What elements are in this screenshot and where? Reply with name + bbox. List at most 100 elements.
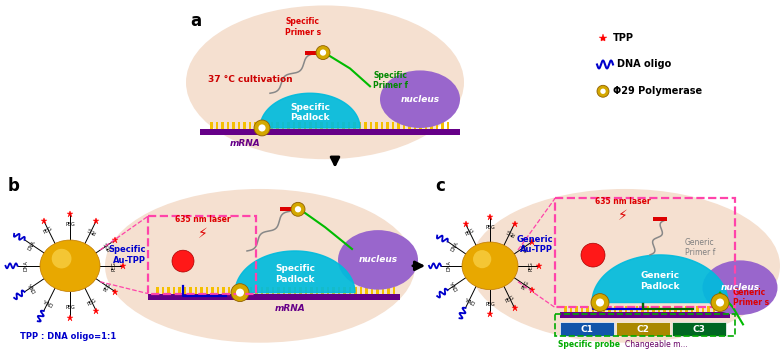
Ellipse shape bbox=[470, 189, 780, 343]
Bar bbox=[354, 287, 357, 293]
Bar bbox=[729, 305, 732, 312]
Text: TPP : DNA oligo=1:1: TPP : DNA oligo=1:1 bbox=[20, 332, 116, 341]
Bar bbox=[315, 122, 317, 129]
Text: PEG: PEG bbox=[103, 240, 112, 251]
Text: ⚡: ⚡ bbox=[618, 209, 628, 223]
Circle shape bbox=[52, 249, 72, 269]
Bar bbox=[283, 287, 285, 293]
Bar bbox=[270, 122, 273, 129]
Bar bbox=[616, 322, 670, 336]
Bar bbox=[266, 287, 269, 293]
Text: PEG: PEG bbox=[464, 228, 475, 237]
Circle shape bbox=[172, 250, 194, 272]
Circle shape bbox=[601, 88, 606, 94]
Bar bbox=[397, 122, 400, 129]
Bar bbox=[233, 287, 236, 293]
Bar bbox=[580, 305, 583, 312]
Bar bbox=[430, 122, 433, 129]
Bar bbox=[381, 287, 384, 293]
Polygon shape bbox=[260, 93, 360, 128]
Ellipse shape bbox=[186, 6, 464, 159]
Bar bbox=[326, 122, 328, 129]
Circle shape bbox=[597, 85, 609, 97]
Bar bbox=[299, 287, 301, 293]
Text: PEG: PEG bbox=[521, 241, 530, 252]
Bar bbox=[391, 122, 394, 129]
Bar bbox=[380, 122, 383, 129]
Text: PEG: PEG bbox=[485, 225, 495, 230]
Bar bbox=[205, 287, 209, 293]
Bar bbox=[243, 122, 246, 129]
Bar bbox=[184, 287, 187, 293]
Bar bbox=[238, 287, 241, 293]
Bar bbox=[591, 305, 594, 312]
Bar bbox=[402, 122, 405, 129]
Bar bbox=[178, 287, 180, 293]
Bar bbox=[293, 122, 295, 129]
Bar bbox=[425, 122, 427, 129]
Text: nucleus: nucleus bbox=[720, 283, 760, 292]
Bar bbox=[148, 293, 400, 299]
Text: DNA: DNA bbox=[450, 279, 460, 291]
Text: PEG: PEG bbox=[505, 295, 515, 304]
Bar bbox=[358, 122, 362, 129]
Polygon shape bbox=[235, 251, 355, 293]
Bar bbox=[232, 122, 235, 129]
Bar bbox=[173, 287, 175, 293]
Bar bbox=[712, 305, 715, 312]
Bar bbox=[353, 122, 356, 129]
Bar bbox=[226, 122, 230, 129]
Bar bbox=[718, 305, 721, 312]
Text: b: b bbox=[8, 177, 20, 194]
Bar bbox=[287, 122, 290, 129]
Bar bbox=[248, 122, 251, 129]
Text: DNA: DNA bbox=[464, 294, 476, 304]
Bar bbox=[569, 305, 572, 312]
Bar bbox=[222, 287, 225, 293]
Bar bbox=[636, 305, 638, 312]
Bar bbox=[156, 287, 159, 293]
Bar bbox=[162, 287, 164, 293]
Bar bbox=[294, 287, 296, 293]
Circle shape bbox=[591, 293, 609, 311]
Text: mRNA: mRNA bbox=[230, 139, 260, 148]
Bar bbox=[167, 287, 169, 293]
Text: a: a bbox=[190, 12, 201, 30]
Bar bbox=[447, 122, 449, 129]
Text: Φ29 Polymerase: Φ29 Polymerase bbox=[613, 86, 702, 96]
Bar bbox=[674, 305, 677, 312]
Bar bbox=[288, 287, 291, 293]
Bar bbox=[276, 122, 279, 129]
Circle shape bbox=[473, 250, 491, 268]
Text: Specific
Primer f: Specific Primer f bbox=[373, 71, 408, 90]
Bar bbox=[723, 305, 726, 312]
Text: DNA: DNA bbox=[27, 239, 37, 251]
Bar bbox=[309, 122, 312, 129]
Bar bbox=[332, 287, 335, 293]
Bar bbox=[696, 305, 699, 312]
Ellipse shape bbox=[105, 189, 415, 343]
Bar bbox=[305, 51, 319, 54]
Text: Specific probe: Specific probe bbox=[558, 340, 620, 349]
Text: Specific
Primer s: Specific Primer s bbox=[285, 17, 321, 37]
Text: Specific
Padlock: Specific Padlock bbox=[290, 102, 330, 122]
Bar bbox=[254, 122, 257, 129]
Ellipse shape bbox=[338, 230, 418, 290]
Bar bbox=[641, 305, 644, 312]
Circle shape bbox=[711, 293, 729, 311]
Bar bbox=[413, 122, 416, 129]
Bar bbox=[210, 122, 212, 129]
Text: ⚡: ⚡ bbox=[198, 227, 208, 241]
Bar bbox=[647, 305, 649, 312]
Bar bbox=[326, 287, 330, 293]
Bar bbox=[364, 122, 367, 129]
Bar bbox=[370, 287, 373, 293]
Circle shape bbox=[254, 120, 270, 136]
Text: DNA: DNA bbox=[42, 297, 54, 307]
Bar bbox=[619, 305, 622, 312]
Bar bbox=[386, 122, 389, 129]
Circle shape bbox=[295, 206, 301, 212]
Circle shape bbox=[231, 284, 249, 302]
Bar bbox=[359, 287, 362, 293]
Bar bbox=[259, 122, 262, 129]
